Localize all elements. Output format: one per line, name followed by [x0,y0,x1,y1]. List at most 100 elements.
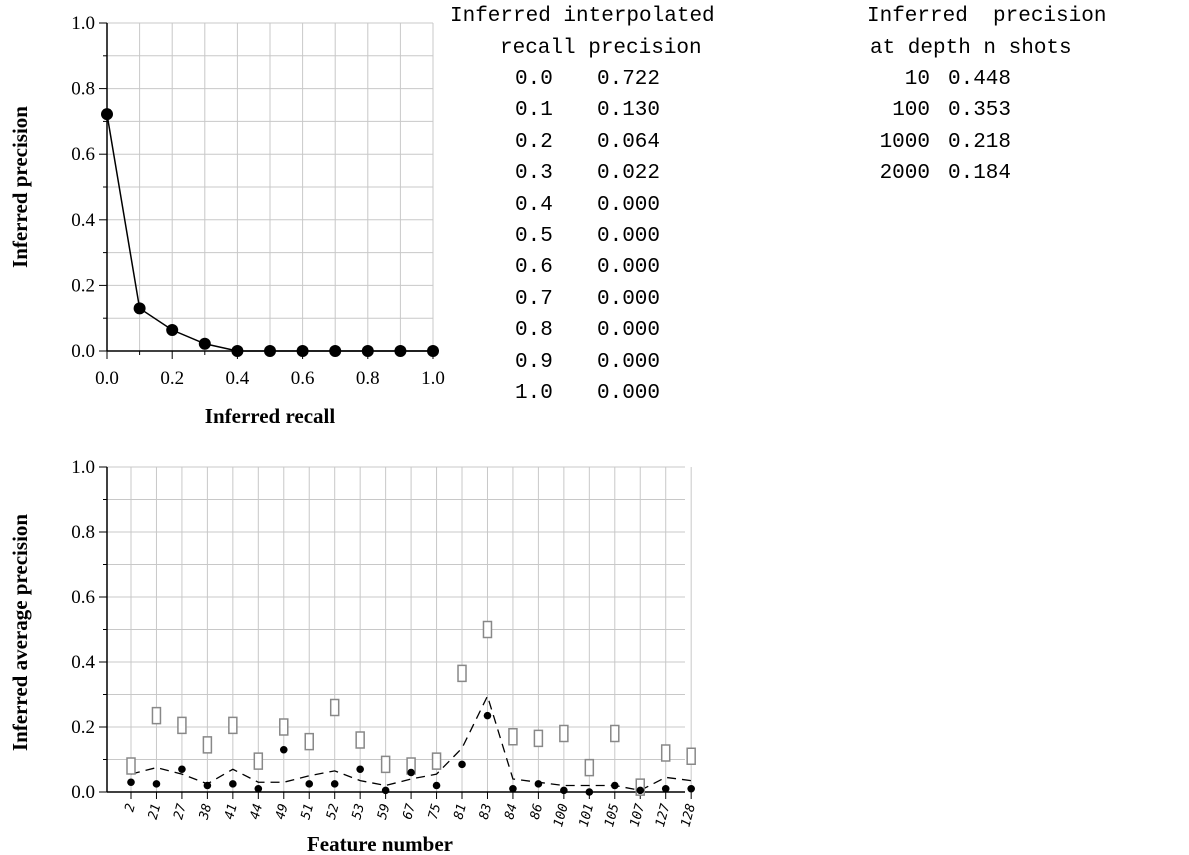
depth-cell: 100 [892,99,930,123]
data-point [166,324,179,337]
recall-precision-chart: 0.0 0.2 0.4 0.6 0.8 1.0 0.0 0.2 0.4 0.6 0.8 1.0 Infe… [8,13,445,428]
y-tick-label: 0.2 [71,275,95,296]
precision-cell: 0.000 [597,350,661,374]
run-marker [178,765,186,774]
feature-label: 67 [400,802,419,821]
run-marker [661,784,670,793]
max-marker [508,728,518,746]
y-tick-label: 0.4 [71,652,95,673]
run-marker [127,778,135,787]
recall-cell: 0.1 [515,99,553,123]
precision-cell: 0.448 [948,68,1012,91]
feature-average-precision-chart: 0.0 0.2 0.4 0.6 0.8 1.0 2 21 27 38 41 44 49 51 52 53 59 6… [8,457,699,855]
run-marker [203,781,212,790]
feature-label: 59 [375,802,394,821]
recall-cell: 1.0 [515,382,553,405]
table-header-line-2: at depth n shots [870,37,1072,60]
max-marker [584,758,595,777]
feature-label: 100 [551,802,572,829]
max-marker [177,716,187,735]
data-point [101,108,113,121]
max-marker [686,747,696,765]
max-marker [559,724,569,743]
y-tick-label: 0.6 [71,587,95,608]
max-marker [228,716,238,735]
feature-label: 44 [248,802,267,821]
y-tick-label: 0.6 [71,144,95,165]
y-tick-label: 1.0 [71,13,95,34]
feature-label: 127 [653,802,674,829]
feature-label: 86 [528,802,547,821]
max-marker [151,706,162,725]
depth-cell: 2000 [879,162,930,186]
recall-cell: 0.6 [515,256,553,280]
run-marker [279,745,288,754]
max-marker [660,744,671,762]
max-marker [355,731,365,749]
data-point [198,337,211,350]
precision-cell: 0.722 [597,68,661,91]
recall-cell: 0.0 [515,68,553,91]
table-header-line-1: Inferred interpolated [450,5,715,28]
max-marker [202,736,213,754]
depth-cell: 1000 [879,130,930,154]
precision-cell: 0.022 [597,162,661,186]
run-marker [229,780,237,788]
precision-cell: 0.000 [597,256,661,280]
feature-label: 101 [577,802,598,829]
run-marker [483,711,492,720]
feature-label: 84 [502,802,521,821]
x-tick-label: 0.0 [95,368,119,389]
data-point [427,345,439,357]
x-axis-title: Inferred recall [205,404,336,428]
x-tick-label: 0.8 [356,368,380,389]
run-marker [305,780,314,788]
run-marker [534,780,543,788]
run-marker [636,786,645,795]
data-point [394,345,407,357]
feature-label: 49 [273,802,292,821]
precision-cell: 0.130 [597,99,661,123]
max-marker [610,724,620,743]
recall-cell: 0.4 [515,193,553,217]
max-marker [253,752,264,770]
y-tick-label: 0.0 [71,782,95,803]
feature-label: 21 [146,802,165,821]
run-marker [560,786,568,795]
recall-cell: 0.2 [515,130,553,154]
feature-label: 51 [299,802,318,821]
feature-label: 128 [678,802,699,829]
data-point [231,345,244,357]
feature-label: 41 [222,802,241,821]
precision-cell: 0.218 [948,130,1012,154]
y-tick-label: 0.4 [71,210,95,231]
data-point [361,345,374,357]
feature-label: 81 [451,802,470,821]
recall-cell: 0.5 [515,225,553,248]
feature-label: 38 [196,802,215,822]
recall-cell: 0.3 [515,162,553,186]
run-marker [152,780,161,788]
table-header-line-1: Inferred precision [867,5,1107,28]
run-marker [585,788,594,796]
precision-cell: 0.000 [597,319,661,343]
precision-cell: 0.064 [597,130,661,154]
precision-cell: 0.353 [948,99,1012,123]
y-axis-title: Inferred precision [8,106,32,268]
feature-label: 52 [324,802,343,821]
feature-label: 2 [122,802,139,814]
median-line [130,694,692,792]
run-marker [330,780,339,788]
x-tick-label: 0.2 [160,368,184,389]
feature-label: 27 [171,802,190,821]
data-point [329,345,342,357]
depth-cell: 10 [904,68,930,91]
run-marker [610,781,619,790]
max-marker [126,757,136,775]
x-axis-title: Feature number [307,832,453,855]
feature-label: 53 [349,802,368,821]
y-tick-label: 0.8 [71,522,95,543]
max-marker [533,729,544,748]
run-marker [509,784,517,793]
